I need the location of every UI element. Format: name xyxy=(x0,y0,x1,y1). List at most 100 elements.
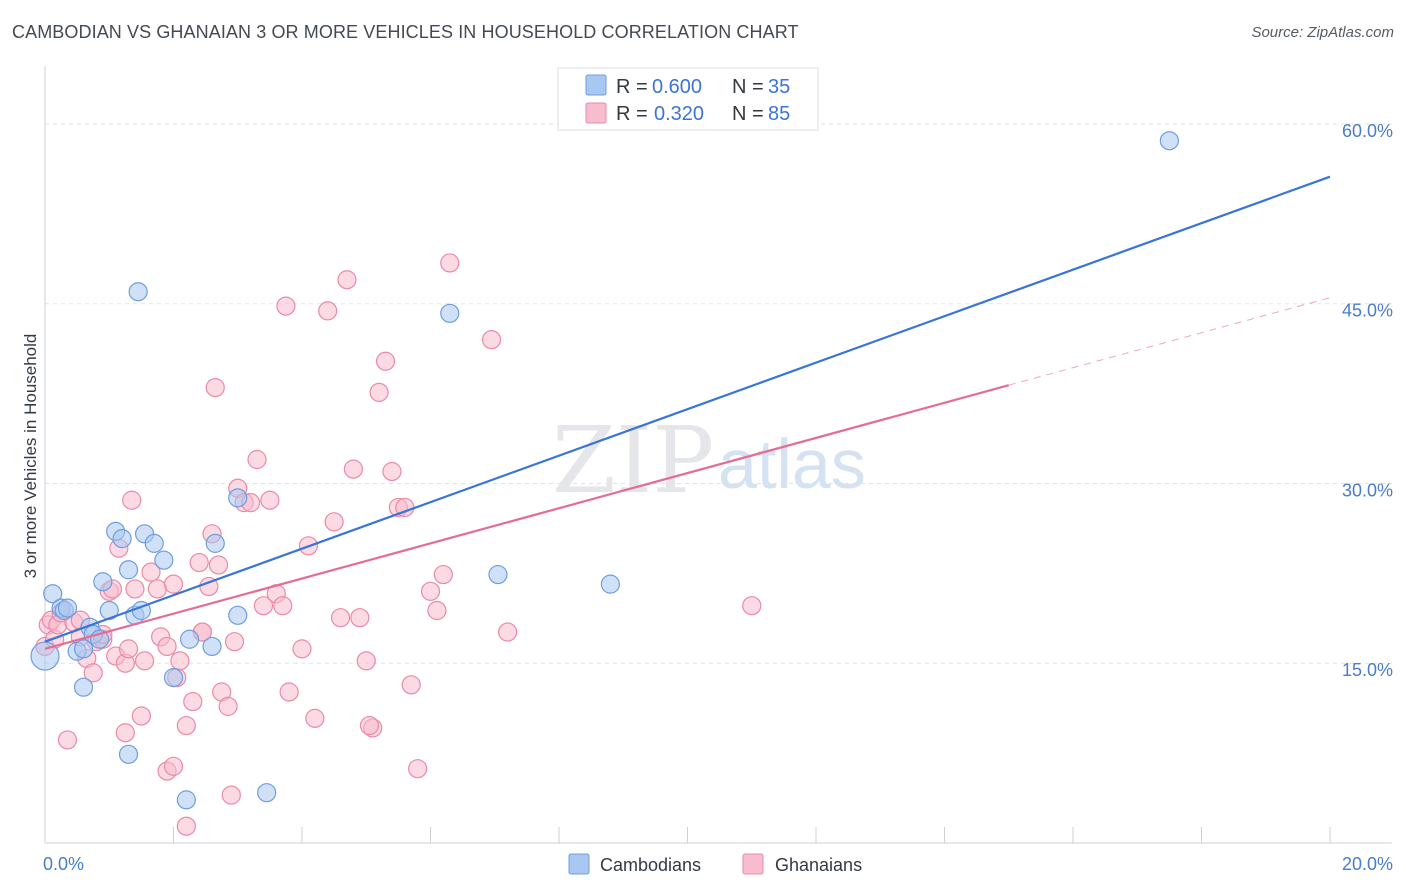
point-cambodians xyxy=(30,641,60,671)
y-tick-labels: 15.0% 30.0% 45.0% 60.0% xyxy=(1342,121,1393,680)
source-label: Source: ZipAtlas.com xyxy=(1251,24,1394,41)
point-ghanaians xyxy=(427,600,447,621)
legend-r-label-1: R = xyxy=(616,103,648,125)
point-ghanaians xyxy=(170,651,190,671)
legend-r-value-0: 0.600 xyxy=(652,76,702,98)
y-tick-label-0: 15.0% xyxy=(1342,660,1393,680)
point-ghanaians xyxy=(125,579,145,599)
point-ghanaians xyxy=(208,555,229,575)
point-ghanaians xyxy=(481,330,502,350)
bottom-legend-swatch-ghanaians xyxy=(742,853,764,875)
x-tick-labels: 0.0% 20.0% xyxy=(43,854,1393,874)
point-ghanaians xyxy=(205,377,225,398)
point-ghanaians xyxy=(147,579,168,599)
point-cambodians xyxy=(257,783,277,803)
point-ghanaians xyxy=(279,682,299,702)
y-tick-label-3: 60.0% xyxy=(1342,121,1393,141)
point-cambodians xyxy=(488,564,508,585)
point-ghanaians xyxy=(337,270,357,290)
point-cambodians xyxy=(179,629,200,649)
bottom-legend-label-ghanaians: Ghanaians xyxy=(775,855,862,875)
point-ghanaians xyxy=(176,715,196,736)
point-ghanaians xyxy=(420,581,441,601)
point-ghanaians xyxy=(273,596,293,616)
x-tick-label-0: 0.0% xyxy=(43,854,84,874)
stats-legend: R = 0.600 N = 35 R = 0.320 N = 85 xyxy=(557,67,819,131)
point-ghanaians xyxy=(221,785,241,805)
point-ghanaians xyxy=(498,622,518,642)
data-points xyxy=(30,131,1179,836)
legend-n-value-1: 85 xyxy=(768,103,790,125)
legend-swatch-cambodians xyxy=(585,74,607,96)
point-ghanaians xyxy=(382,461,402,482)
series-cambodians xyxy=(30,131,1179,810)
point-ghanaians xyxy=(350,608,370,628)
point-cambodians xyxy=(73,677,94,697)
point-ghanaians xyxy=(305,708,325,728)
trend-line-cambodians xyxy=(44,175,1331,643)
point-cambodians xyxy=(440,303,460,323)
legend-swatch-ghanaians xyxy=(585,102,607,124)
point-ghanaians xyxy=(134,651,155,671)
legend-n-label-1: N = xyxy=(732,103,764,125)
bottom-legend-swatch-cambodians xyxy=(568,853,590,875)
trend-line-ghanaians xyxy=(44,384,1010,650)
legend-r-label-0: R = xyxy=(616,76,648,98)
grid-lines xyxy=(45,123,1392,664)
point-ghanaians xyxy=(115,723,135,743)
point-ghanaians xyxy=(176,816,196,836)
y-tick-label-1: 30.0% xyxy=(1342,480,1393,500)
point-ghanaians xyxy=(401,675,421,695)
point-cambodians xyxy=(176,790,196,810)
point-ghanaians xyxy=(218,696,238,716)
series-legend: Cambodians Ghanaians xyxy=(568,853,862,875)
point-ghanaians xyxy=(260,490,280,510)
point-ghanaians xyxy=(356,651,376,671)
axes xyxy=(44,66,1392,844)
point-ghanaians xyxy=(369,382,389,402)
x-tick-label-1: 20.0% xyxy=(1342,854,1393,874)
chart-title: CAMBODIAN VS GHANAIAN 3 OR MORE VEHICLES… xyxy=(12,22,799,42)
point-cambodians xyxy=(118,744,139,764)
point-cambodians xyxy=(600,574,621,594)
point-ghanaians xyxy=(141,562,161,582)
watermark-atlas: atlas xyxy=(718,425,866,503)
point-ghanaians xyxy=(276,296,296,316)
trend-lines xyxy=(44,175,1331,650)
point-ghanaians xyxy=(440,253,460,273)
point-cambodians xyxy=(43,584,63,604)
point-cambodians xyxy=(57,598,78,618)
legend-r-value-1: 0.320 xyxy=(654,103,704,125)
point-ghanaians xyxy=(163,756,184,776)
point-ghanaians xyxy=(247,449,267,470)
point-ghanaians xyxy=(408,759,428,779)
point-ghanaians xyxy=(131,706,151,726)
point-ghanaians xyxy=(330,608,351,628)
point-ghanaians xyxy=(742,596,762,616)
point-cambodians xyxy=(205,533,225,553)
point-cambodians xyxy=(73,639,94,659)
point-ghanaians xyxy=(253,596,274,616)
point-cambodians xyxy=(112,528,132,549)
point-ghanaians xyxy=(57,730,78,750)
y-axis-label: 3 or more Vehicles in Household xyxy=(21,334,40,579)
point-ghanaians xyxy=(343,459,363,479)
point-ghanaians xyxy=(189,552,209,573)
point-ghanaians xyxy=(359,715,380,736)
point-cambodians xyxy=(144,533,164,553)
watermark: ZIP atlas xyxy=(552,407,866,514)
point-cambodians xyxy=(228,488,248,508)
point-cambodians xyxy=(163,668,184,688)
point-cambodians xyxy=(154,550,174,570)
point-ghanaians xyxy=(433,564,453,585)
point-ghanaians xyxy=(163,574,184,594)
point-ghanaians xyxy=(83,663,103,683)
point-ghanaians xyxy=(324,512,344,532)
point-cambodians xyxy=(228,605,248,625)
y-tick-label-2: 45.0% xyxy=(1342,301,1393,321)
point-cambodians xyxy=(202,636,222,657)
point-ghanaians xyxy=(318,301,338,321)
point-ghanaians xyxy=(292,639,312,659)
point-ghanaians xyxy=(224,632,245,652)
